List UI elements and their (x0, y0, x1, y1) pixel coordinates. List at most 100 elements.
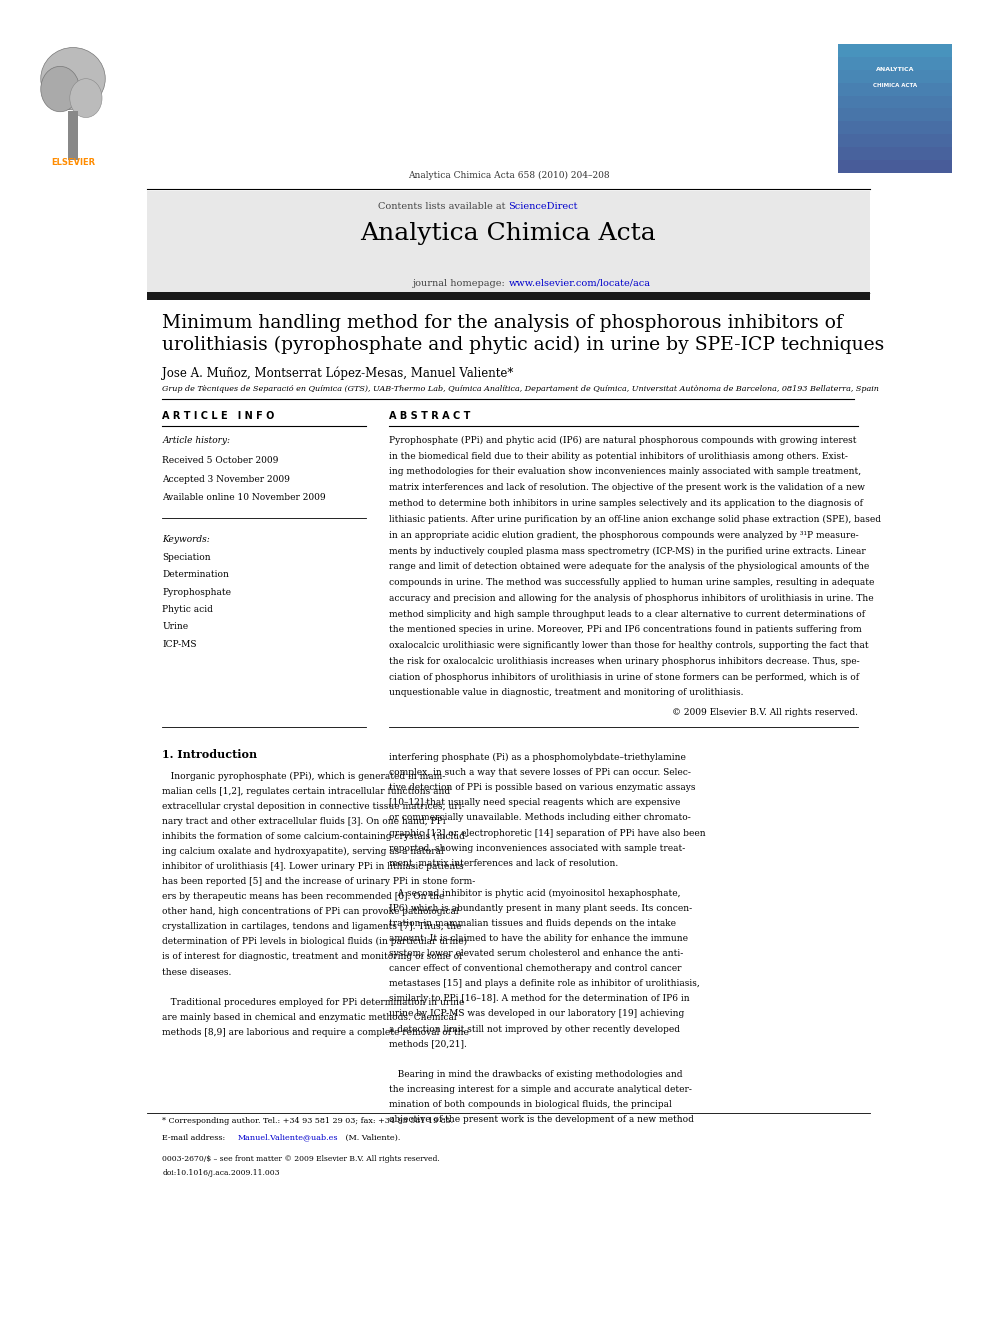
Text: Urine: Urine (163, 622, 188, 631)
Text: [10–12] that usually need special reagents which are expensive: [10–12] that usually need special reagen… (389, 798, 681, 807)
Text: interfering phosphate (Pi) as a phosphomolybdate–triethylamine: interfering phosphate (Pi) as a phosphom… (389, 753, 686, 762)
Text: * Corresponding author. Tel.: +34 93 581 29 03; fax: +34 93 581 19 85.: * Corresponding author. Tel.: +34 93 581… (163, 1118, 453, 1126)
Text: Keywords:: Keywords: (163, 534, 210, 544)
Text: method to determine both inhibitors in urine samples selectively and its applica: method to determine both inhibitors in u… (389, 499, 863, 508)
Text: determination of PPi levels in biological fluids (in particular urine): determination of PPi levels in biologica… (163, 938, 467, 946)
Text: © 2009 Elsevier B.V. All rights reserved.: © 2009 Elsevier B.V. All rights reserved… (673, 708, 858, 717)
Text: the increasing interest for a simple and accurate analytical deter-: the increasing interest for a simple and… (389, 1085, 692, 1094)
Text: 1. Introduction: 1. Introduction (163, 749, 258, 761)
Bar (838, 135, 952, 147)
Text: has been reported [5] and the increase of urinary PPi in stone form-: has been reported [5] and the increase o… (163, 877, 476, 886)
Text: methods [20,21].: methods [20,21]. (389, 1040, 467, 1049)
Text: Pyrophosphate (PPi) and phytic acid (IP6) are natural phosphorous compounds with: Pyrophosphate (PPi) and phytic acid (IP6… (389, 435, 857, 445)
Text: accuracy and precision and allowing for the analysis of phosphorus inhibitors of: accuracy and precision and allowing for … (389, 594, 874, 603)
Text: ANALYTICA: ANALYTICA (876, 67, 915, 71)
Text: compounds in urine. The method was successfully applied to human urine samples, : compounds in urine. The method was succe… (389, 578, 875, 587)
Text: (M. Valiente).: (M. Valiente). (343, 1134, 401, 1142)
Text: Minimum handling method for the analysis of phosphorous inhibitors of: Minimum handling method for the analysis… (163, 314, 843, 332)
Text: ICP-MS: ICP-MS (163, 639, 197, 648)
Text: similarly to PPi [16–18]. A method for the determination of IP6 in: similarly to PPi [16–18]. A method for t… (389, 995, 689, 1003)
Ellipse shape (69, 78, 102, 118)
Text: Article history:: Article history: (163, 435, 230, 445)
Text: Manuel.Valiente@uab.es: Manuel.Valiente@uab.es (238, 1134, 338, 1142)
Text: amount. It is claimed to have the ability for enhance the immune: amount. It is claimed to have the abilit… (389, 934, 688, 943)
Text: method simplicity and high sample throughput leads to a clear alternative to cur: method simplicity and high sample throug… (389, 610, 865, 619)
Text: Determination: Determination (163, 570, 229, 579)
Text: CHIMICA ACTA: CHIMICA ACTA (873, 82, 918, 87)
Ellipse shape (41, 48, 105, 110)
Text: A second inhibitor is phytic acid (myoinositol hexaphosphate,: A second inhibitor is phytic acid (myoin… (389, 889, 681, 898)
Bar (838, 70, 952, 82)
Text: E-mail address:: E-mail address: (163, 1134, 228, 1142)
Text: IP6) which is abundantly present in many plant seeds. Its concen-: IP6) which is abundantly present in many… (389, 904, 692, 913)
Text: ment, matrix interferences and lack of resolution.: ment, matrix interferences and lack of r… (389, 859, 618, 868)
Text: journal homepage:: journal homepage: (413, 279, 509, 288)
Text: reported, showing inconveniences associated with sample treat-: reported, showing inconveniences associa… (389, 844, 685, 852)
Text: nary tract and other extracellular fluids [3]. On one hand, PPi: nary tract and other extracellular fluid… (163, 816, 446, 826)
Text: complex, in such a way that severe losses of PPi can occur. Selec-: complex, in such a way that severe losse… (389, 769, 691, 777)
Text: inhibitor of urolithiasis [4]. Lower urinary PPi in lithiasic patients: inhibitor of urolithiasis [4]. Lower uri… (163, 863, 464, 871)
Text: these diseases.: these diseases. (163, 967, 232, 976)
Text: malian cells [1,2], regulates certain intracellular functions and: malian cells [1,2], regulates certain in… (163, 787, 450, 795)
Text: Inorganic pyrophosphate (PPi), which is generated in mam-: Inorganic pyrophosphate (PPi), which is … (163, 771, 445, 781)
Text: metastases [15] and plays a definite role as inhibitor of urolithiasis,: metastases [15] and plays a definite rol… (389, 979, 700, 988)
Text: or commercially unavailable. Methods including either chromato-: or commercially unavailable. Methods inc… (389, 814, 691, 823)
Text: cancer effect of conventional chemotherapy and control cancer: cancer effect of conventional chemothera… (389, 964, 682, 974)
Text: urolithiasis (pyrophosphate and phytic acid) in urine by SPE-ICP techniques: urolithiasis (pyrophosphate and phytic a… (163, 336, 885, 355)
Text: urine by ICP-MS was developed in our laboratory [19] achieving: urine by ICP-MS was developed in our lab… (389, 1009, 684, 1019)
Text: ELSEVIER: ELSEVIER (51, 157, 95, 167)
Bar (838, 108, 952, 122)
Text: the risk for oxalocalcic urolithiasis increases when urinary phosphorus inhibito: the risk for oxalocalcic urolithiasis in… (389, 658, 860, 665)
Text: in an appropriate acidic elution gradient, the phosphorous compounds were analyz: in an appropriate acidic elution gradien… (389, 531, 859, 540)
Text: lithiasic patients. After urine purification by an off-line anion exchange solid: lithiasic patients. After urine purifica… (389, 515, 881, 524)
Text: in the biomedical field due to their ability as potential inhibitors of urolithi: in the biomedical field due to their abi… (389, 451, 848, 460)
Text: A R T I C L E   I N F O: A R T I C L E I N F O (163, 411, 275, 422)
Text: tration in mammalian tissues and fluids depends on the intake: tration in mammalian tissues and fluids … (389, 919, 677, 927)
Bar (838, 57, 952, 70)
Text: Contents lists available at: Contents lists available at (378, 201, 509, 210)
Bar (838, 44, 952, 57)
Text: Analytica Chimica Acta 658 (2010) 204–208: Analytica Chimica Acta 658 (2010) 204–20… (408, 171, 609, 180)
Text: graphic [13] or electrophoretic [14] separation of PPi have also been: graphic [13] or electrophoretic [14] sep… (389, 828, 706, 837)
Text: system, lower elevated serum cholesterol and enhance the anti-: system, lower elevated serum cholesterol… (389, 949, 683, 958)
Text: unquestionable value in diagnostic, treatment and monitoring of urolithiasis.: unquestionable value in diagnostic, trea… (389, 688, 744, 697)
Text: Grup de Tècniques de Separació en Química (GTS), UAB-Thermo Lab, Química Analíti: Grup de Tècniques de Separació en Químic… (163, 385, 879, 393)
Text: Analytica Chimica Acta: Analytica Chimica Acta (360, 222, 657, 245)
Text: inhibits the formation of some calcium-containing crystals (includ-: inhibits the formation of some calcium-c… (163, 832, 468, 841)
Text: oxalocalcic urolithiasic were significantly lower than those for healthy control: oxalocalcic urolithiasic were significan… (389, 642, 869, 650)
Text: Jose A. Muñoz, Montserrat López-Mesas, Manuel Valiente*: Jose A. Muñoz, Montserrat López-Mesas, M… (163, 366, 514, 380)
Text: the mentioned species in urine. Moreover, PPi and IP6 concentrations found in pa: the mentioned species in urine. Moreover… (389, 626, 862, 634)
Text: Accepted 3 November 2009: Accepted 3 November 2009 (163, 475, 291, 484)
Text: ScienceDirect: ScienceDirect (509, 201, 578, 210)
Text: methods [8,9] are laborious and require a complete removal of the: methods [8,9] are laborious and require … (163, 1028, 469, 1037)
Text: crystallization in cartilages, tendons and ligaments [7]. Thus, the: crystallization in cartilages, tendons a… (163, 922, 462, 931)
Text: doi:10.1016/j.aca.2009.11.003: doi:10.1016/j.aca.2009.11.003 (163, 1170, 280, 1177)
Text: range and limit of detection obtained were adequate for the analysis of the phys: range and limit of detection obtained we… (389, 562, 869, 572)
Text: 0003-2670/$ – see front matter © 2009 Elsevier B.V. All rights reserved.: 0003-2670/$ – see front matter © 2009 El… (163, 1155, 440, 1163)
Bar (838, 147, 952, 160)
Text: extracellular crystal deposition in connective tissue matrices, uri-: extracellular crystal deposition in conn… (163, 802, 465, 811)
Text: ers by therapeutic means has been recommended [6]. On the: ers by therapeutic means has been recomm… (163, 892, 444, 901)
Text: ing calcium oxalate and hydroxyapatite), serving as a natural: ing calcium oxalate and hydroxyapatite),… (163, 847, 444, 856)
Text: matrix interferences and lack of resolution. The objective of the present work i: matrix interferences and lack of resolut… (389, 483, 865, 492)
Text: Phytic acid: Phytic acid (163, 605, 213, 614)
Text: Received 5 October 2009: Received 5 October 2009 (163, 456, 279, 466)
Text: ments by inductively coupled plasma mass spectrometry (ICP-MS) in the purified u: ments by inductively coupled plasma mass… (389, 546, 866, 556)
Text: mination of both compounds in biological fluids, the principal: mination of both compounds in biological… (389, 1099, 672, 1109)
Text: a detection limit still not improved by other recently developed: a detection limit still not improved by … (389, 1024, 681, 1033)
Text: other hand, high concentrations of PPi can provoke pathological: other hand, high concentrations of PPi c… (163, 908, 459, 917)
Text: A B S T R A C T: A B S T R A C T (389, 411, 470, 422)
Text: is of interest for diagnostic, treatment and monitoring of some of: is of interest for diagnostic, treatment… (163, 953, 463, 962)
Text: Pyrophosphate: Pyrophosphate (163, 587, 231, 597)
Text: Speciation: Speciation (163, 553, 211, 562)
Bar (838, 95, 952, 108)
FancyBboxPatch shape (147, 292, 870, 300)
Text: tive detection of PPi is possible based on various enzymatic assays: tive detection of PPi is possible based … (389, 783, 695, 792)
Bar (838, 160, 952, 173)
Ellipse shape (41, 66, 79, 111)
Text: Bearing in mind the drawbacks of existing methodologies and: Bearing in mind the drawbacks of existin… (389, 1070, 682, 1078)
Text: are mainly based in chemical and enzymatic methods. Chemical: are mainly based in chemical and enzymat… (163, 1012, 457, 1021)
Bar (838, 82, 952, 95)
Bar (838, 122, 952, 135)
Text: objective of the present work is the development of a new method: objective of the present work is the dev… (389, 1115, 694, 1125)
